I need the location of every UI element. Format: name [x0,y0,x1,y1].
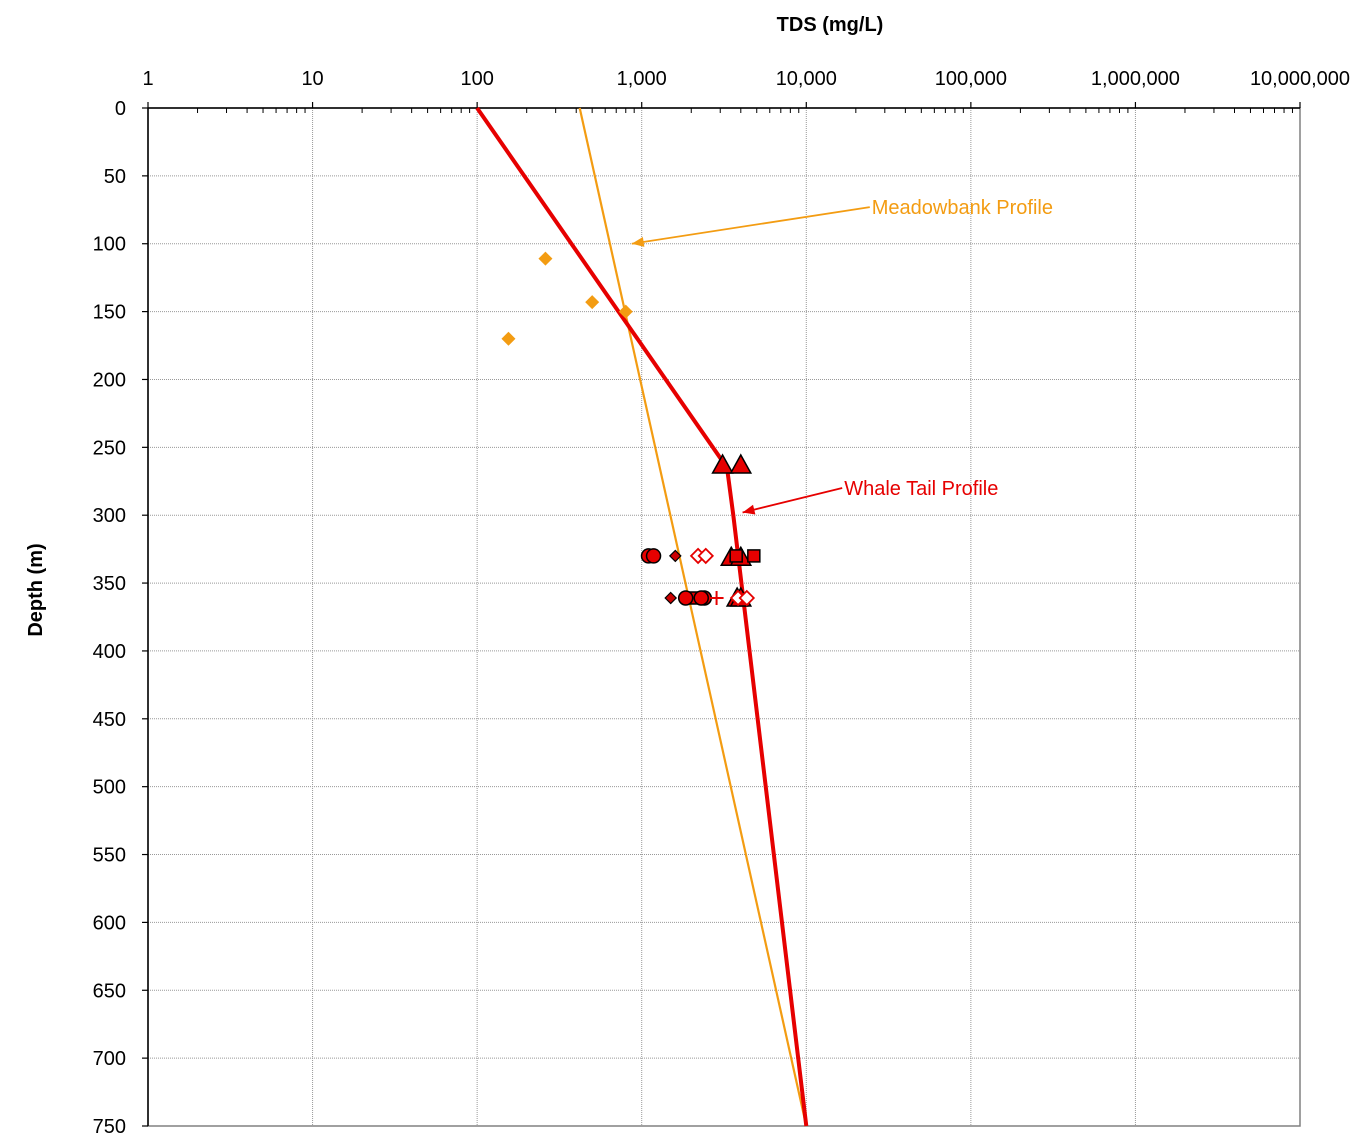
small-diamond-marker [664,591,678,605]
diamond-marker [618,304,633,319]
triangle-marker [729,453,753,474]
x-tick-label: 100,000 [935,68,1007,90]
whale-tail-profile-label: Whale Tail Profile [844,478,998,500]
x-tick-label: 10,000 [776,68,837,90]
meadowbank-profile-label: Meadowbank Profile [872,197,1053,219]
whale-tail-profile-label-arrow-head [742,504,756,515]
plus-marker [709,590,724,605]
open-diamond-marker [738,589,756,607]
diamond-marker [585,295,600,310]
x-tick-label: 100 [460,68,493,90]
y-tick-label: 350 [93,573,126,595]
y-tick-label: 450 [93,709,126,731]
y-tick-label: 150 [93,302,126,324]
x-tick-label: 1,000,000 [1091,68,1180,90]
diamond-marker [501,331,516,346]
meadowbank-profile-line [578,107,808,1127]
y-tick-label: 550 [93,845,126,867]
y-tick-label: 650 [93,980,126,1002]
triangle-marker [711,453,734,474]
profile-lines [475,106,809,1127]
annotations: Meadowbank Profile Whale Tail Profile [631,197,1053,515]
y-tick-label: 200 [93,369,126,391]
y-tick-label: 750 [93,1116,126,1138]
y-tick-label: 300 [93,505,126,527]
x-tick-label: 1 [142,68,153,90]
square-marker [747,549,761,563]
x-tick-label: 10,000,000 [1250,68,1350,90]
x-tick-labels: 1 10 100 1,000 10,000 100,000 1,000,000 10,000,… [142,68,1350,90]
x-axis-title: TDS (mg/L) [777,14,884,36]
meadowbank-profile-label-arrow-head [631,236,645,247]
whale-tail-profile-label-arrow-line [742,487,843,514]
small-diamond-marker [668,549,682,563]
x-minor-ticks [197,108,1293,113]
x-tick-label: 10 [301,68,323,90]
y-tick-label: 600 [93,912,126,934]
circle-marker [645,548,662,564]
circle-marker [693,590,709,606]
whale-tail-profile-line [475,106,809,1127]
square-marker [729,549,743,563]
meadowbank-profile-label-arrow-line [631,206,870,245]
axes [142,102,1301,1127]
y-tick-label: 0 [115,98,126,120]
y-tick-label: 250 [93,437,126,459]
open-diamond-marker [697,547,715,565]
y-tick-label: 50 [104,166,126,188]
y-tick-labels: 0 50 100 150 200 250 300 350 400 450 500 550 600 650 7… [93,98,126,1138]
y-tick-label: 500 [93,777,126,799]
y-tick-label: 100 [93,234,126,256]
circle-marker [677,590,694,606]
y-tick-label: 400 [93,641,126,663]
y-tick-label: 700 [93,1048,126,1070]
data-markers [501,251,761,607]
x-tick-label: 1,000 [617,68,667,90]
diamond-marker [538,251,553,266]
y-axis-title: Depth (m) [25,543,47,636]
